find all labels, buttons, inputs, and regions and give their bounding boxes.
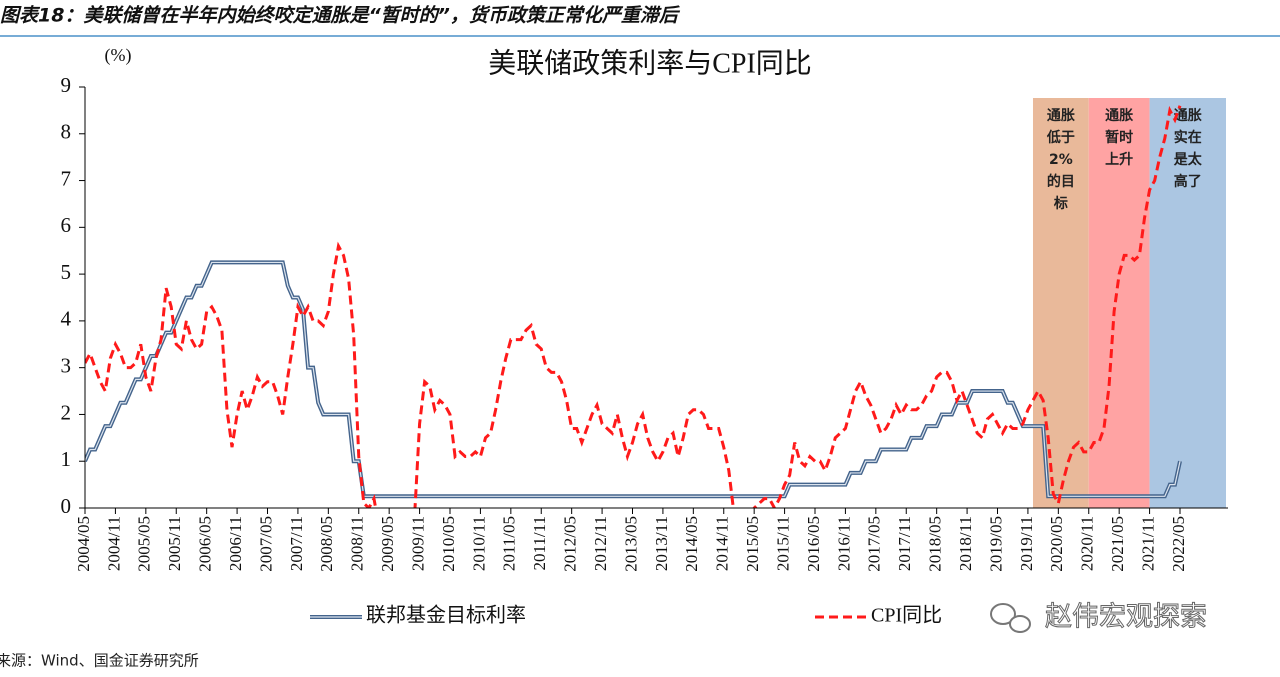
legend-label: CPI同比 [871,604,942,627]
x-tick-label: 2013/11 [652,516,671,571]
line [85,105,1182,508]
x-tick-label: 2016/11 [834,516,853,571]
region-label: 的目 [1047,173,1075,190]
x-tick-label: 2019/05 [986,516,1005,572]
region [1149,98,1226,508]
x-tick-label: 2020/11 [1078,516,1097,571]
x-tick-label: 2021/11 [1138,516,1157,571]
y-tick-label: 0 [61,494,72,518]
region-label: 是太 [1174,151,1203,168]
x-tick-label: 2007/11 [287,516,306,571]
y-tick-label: 8 [61,120,72,144]
x-tick-label: 2018/11 [956,516,975,571]
legend: 联邦基金目标利率 CPI同比 [310,604,942,627]
x-tick-label: 2004/05 [74,516,93,572]
y-tick-label: 1 [61,447,72,471]
region-label: 暂时 [1105,129,1133,146]
x-tick-label: 2019/11 [1017,516,1036,571]
line-highlight [85,261,1181,497]
region-label: 通胀 [1105,108,1133,124]
region-label: 2% [1049,152,1073,168]
region-label: 标 [1053,195,1068,212]
x-tick-label: 2017/11 [895,516,914,571]
x-tick-label: 2017/05 [865,516,884,572]
x-tick-label: 2015/05 [743,516,762,572]
region-label: 通胀 [1174,108,1202,124]
region-label: 低于 [1046,129,1075,146]
chart-title: 美联储政策利率与CPI同比 [488,47,812,79]
x-tick-label: 2013/05 [621,516,640,572]
x-tick-label: 2015/11 [773,516,792,571]
header-title: 图表18：美联储曾在半年内始终咬定通胀是“暂时的”，货币政策正常化严重滞后 [0,5,681,27]
x-tick-label: 2008/11 [348,516,367,571]
x-tick-label: 2011/11 [530,516,549,570]
region-label: 上升 [1105,151,1133,168]
x-tick-label: 2005/05 [135,516,154,572]
x-tick-label: 2005/11 [165,516,184,571]
x-tick-label: 2009/05 [378,516,397,572]
x-tick-label: 2014/05 [682,516,701,572]
legend-label: 联邦基金目标利率 [366,604,526,627]
x-tick-label: 2004/11 [104,516,123,571]
series [85,260,1182,499]
x-tick-label: 2011/05 [500,516,519,571]
x-tick-label: 2014/11 [713,516,732,571]
region-label: 高了 [1174,173,1202,190]
x-tick-label: 2007/05 [256,516,275,572]
x-tick-label: 2006/11 [226,516,245,571]
x-tick-label: 2021/05 [1108,516,1127,572]
watermark: 赵伟宏观探索 [1045,602,1207,633]
x-tick-label: 2010/05 [439,516,458,572]
y-tick-label: 9 [61,73,72,97]
x-tick-label: 2008/05 [317,516,336,572]
y-axis-unit: (%) [105,45,132,66]
x-tick-label: 2016/05 [804,516,823,572]
x-tick-label: 2012/05 [561,516,580,572]
x-tick-label: 2020/05 [1047,516,1066,572]
y-tick-label: 7 [61,166,72,190]
x-tick-label: 2012/11 [591,516,610,571]
y-tick-label: 2 [61,400,72,424]
watermark-icon [990,603,1031,633]
region-label: 实在 [1174,129,1202,146]
line [85,260,1182,499]
y-tick-label: 5 [61,260,72,284]
x-tick-label: 2018/05 [926,516,945,572]
region-label: 通胀 [1047,108,1075,124]
y-tick-label: 6 [61,213,72,237]
x-tick-label: 2009/11 [408,516,427,571]
y-tick-label: 3 [61,353,72,377]
source: 来源：Wind、国金证券研究所 [0,652,199,670]
x-tick-label: 2010/11 [469,516,488,571]
marks [85,105,1182,508]
series [85,105,1182,508]
y-tick-label: 4 [61,307,72,331]
x-tick-label: 2006/05 [196,516,215,572]
x-tick-label: 2022/05 [1169,516,1188,572]
